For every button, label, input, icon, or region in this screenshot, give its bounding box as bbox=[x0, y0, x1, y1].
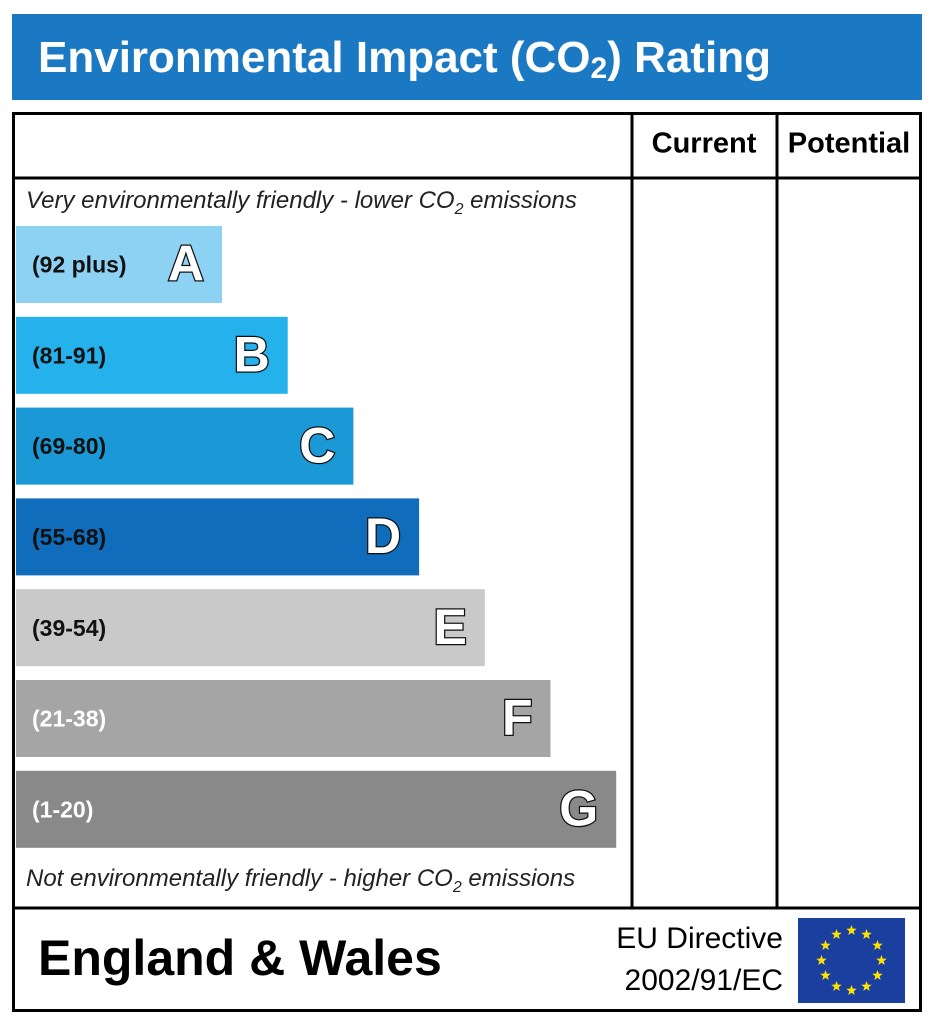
eu-star bbox=[872, 940, 883, 950]
note-subscript: 2 bbox=[454, 201, 464, 218]
region: England & Wales bbox=[38, 930, 442, 986]
eu-stars bbox=[816, 925, 887, 995]
eu-star bbox=[831, 980, 842, 991]
band-letter: B bbox=[234, 327, 270, 383]
band-letter: F bbox=[502, 690, 533, 746]
note-text: Not environmentally friendly - higher CO bbox=[26, 865, 453, 892]
eu-star bbox=[876, 955, 887, 965]
eu-star bbox=[831, 929, 842, 939]
band-bar bbox=[16, 226, 222, 303]
band-range: (69-80) bbox=[32, 433, 106, 459]
band-range: (21-38) bbox=[32, 706, 106, 732]
band-letter: G bbox=[559, 781, 598, 837]
band: (69-80) C bbox=[16, 407, 354, 485]
band: (39-54) E bbox=[16, 589, 485, 667]
band-letter: D bbox=[365, 508, 401, 564]
band-letter: A bbox=[168, 236, 204, 292]
title-subscript: 2 bbox=[591, 52, 608, 85]
eu-star bbox=[820, 970, 831, 980]
directive: EU Directive bbox=[616, 922, 783, 955]
band-bar bbox=[16, 316, 288, 394]
band: (21-38) F bbox=[16, 680, 551, 757]
title-text: ) Rating bbox=[607, 33, 771, 82]
note-text: emissions bbox=[462, 865, 575, 892]
band: (92 plus) A bbox=[16, 226, 222, 303]
band-range: (92 plus) bbox=[32, 252, 127, 278]
band: (1-20) G bbox=[16, 770, 617, 848]
eu-star bbox=[846, 925, 857, 935]
eu-star bbox=[820, 940, 831, 950]
title-bar bbox=[12, 14, 922, 100]
eu-star bbox=[846, 985, 857, 995]
frame bbox=[12, 112, 922, 1012]
band-bar bbox=[16, 770, 617, 848]
band-letter: C bbox=[299, 417, 335, 473]
band: (81-91) B bbox=[16, 316, 288, 394]
band-bar bbox=[16, 589, 485, 667]
band-bar bbox=[16, 498, 420, 576]
note-text: emissions bbox=[464, 187, 577, 214]
band-range: (55-68) bbox=[32, 524, 106, 550]
eu-star bbox=[861, 980, 872, 991]
band: (55-68) D bbox=[16, 498, 420, 576]
column-header: Current bbox=[652, 128, 757, 160]
band-range: (1-20) bbox=[32, 796, 93, 822]
top-note: Very environmentally friendly - lower CO… bbox=[26, 187, 577, 218]
eu-star bbox=[816, 955, 827, 965]
bottom-note: Not environmentally friendly - higher CO… bbox=[26, 865, 575, 896]
band-range: (81-91) bbox=[32, 342, 106, 368]
band-range: (39-54) bbox=[32, 615, 106, 641]
title-text: Environmental Impact (CO bbox=[38, 33, 591, 82]
eu-star bbox=[872, 970, 883, 980]
note-text: Very environmentally friendly - lower CO bbox=[26, 187, 455, 214]
eu-star bbox=[861, 929, 872, 939]
band-bar bbox=[16, 407, 354, 485]
note-subscript: 2 bbox=[452, 879, 462, 896]
band-bar bbox=[16, 680, 551, 757]
band-letter: E bbox=[433, 599, 466, 655]
directive: 2002/91/EC bbox=[625, 964, 783, 997]
column-header: Potential bbox=[788, 128, 910, 160]
title: Environmental Impact (CO2) Rating bbox=[38, 33, 771, 85]
